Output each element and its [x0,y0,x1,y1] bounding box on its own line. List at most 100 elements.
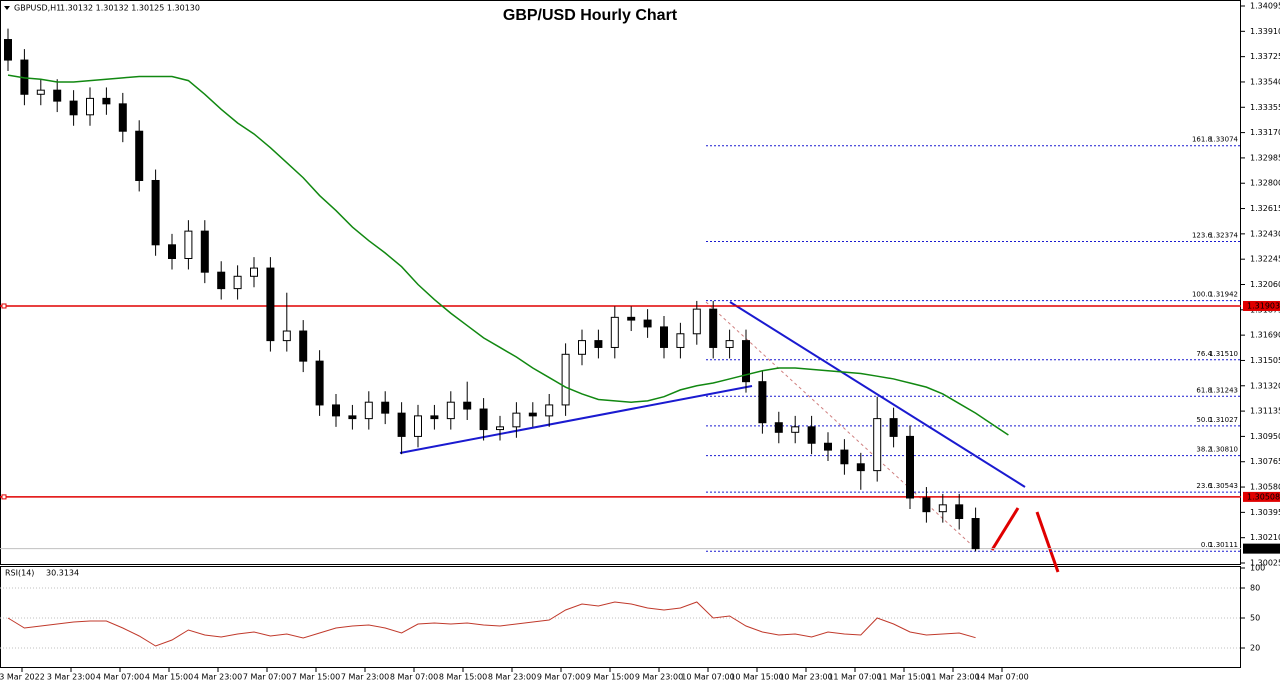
fib-ratio: 50.0 [1196,416,1212,424]
chart-title: GBP/USD Hourly Chart [503,7,678,24]
candle-body [545,404,554,417]
level-marker [1,303,7,309]
moving-average [7,74,1009,436]
y-tick-label: 1.32800 [1250,179,1280,188]
ohlc: 1.30132 1.30132 1.30125 1.30130 [60,4,200,13]
candle-body [233,275,242,290]
candle-body [512,412,521,428]
y-tick-label: 1.32245 [1250,255,1280,264]
candle-body [791,426,800,433]
x-tick-label: 10 Mar 23:00 [779,673,832,682]
candle-body [709,308,718,348]
fib-ratio: 161.8 [1192,136,1212,144]
forecast-arrow [1035,511,1060,573]
y-tick-label: 1.32060 [1250,280,1280,289]
fib-ratio: 61.8 [1196,386,1212,394]
x-tick-label: 8 Mar 15:00 [439,673,487,682]
x-tick-label: 14 Mar 07:00 [975,673,1028,682]
price-box-label: 1.31903 [1247,301,1280,310]
candle-body [168,244,176,259]
y-tick-label: 1.32615 [1250,204,1280,213]
candle-body [118,103,127,132]
candle-body [299,330,308,362]
fib-ratio: 23.6 [1196,482,1212,490]
x-tick-label: 9 Mar 15:00 [586,673,634,682]
x-tick-label: 11 Mar 15:00 [877,673,930,682]
candle-body [725,340,734,348]
x-tick-label: 10 Mar 15:00 [730,673,783,682]
x-tick-label: 11 Mar 07:00 [828,673,881,682]
main-panel [0,0,1241,565]
y-tick-label: 20 [1250,644,1260,653]
candle-body [36,89,45,95]
rsi-line [7,601,976,647]
y-tick-label: 1.30765 [1250,457,1280,466]
price-box-label: 1.30508 [1247,492,1280,501]
last-price-label: 1.30130 [1247,544,1280,553]
candle-body [774,422,783,433]
candle-body [69,100,78,116]
candle-body [217,271,226,290]
y-tick-label: 1.32985 [1250,153,1280,162]
menu-triangle [4,6,10,10]
x-tick-label: 7 Mar 15:00 [292,673,340,682]
candle-body [381,401,390,414]
candle-body [840,449,849,465]
resistance-trendline [729,301,1026,488]
rsi-title: RSI(14) [5,569,34,578]
fib-ratio: 76.4 [1196,350,1212,358]
candle-body [824,442,832,451]
candle-body [315,360,324,406]
candle-body [4,39,12,61]
candle-body [561,353,570,406]
y-tick-label: 1.31690 [1250,331,1280,340]
candle-body [184,230,193,259]
y-tick-label: 80 [1250,584,1260,593]
last-price-box [1243,543,1280,554]
candle-body [528,412,537,417]
candle-body [643,319,652,328]
y-tick-label: 1.31320 [1250,381,1280,390]
candle-body [889,418,898,437]
candle-body [856,463,865,472]
candle-body [938,504,947,513]
forecast-arrow [990,507,1020,551]
x-tick-label: 8 Mar 23:00 [488,673,536,682]
fib-price: 1.31942 [1209,291,1238,299]
fib-price: 1.30810 [1209,446,1238,454]
candle-body [971,518,980,550]
fib-price: 1.30111 [1209,541,1238,549]
x-tick-label: 4 Mar 07:00 [96,673,144,682]
candle-body [627,316,636,321]
y-tick-label: 1.33170 [1250,128,1280,137]
candle-body [446,401,455,420]
candle-body [479,408,488,431]
candle-body [332,404,340,417]
x-tick-label: 4 Mar 15:00 [145,673,193,682]
x-tick-label: 11 Mar 23:00 [926,673,979,682]
x-tick-label: 9 Mar 07:00 [537,673,585,682]
candle-body [397,412,406,437]
candle-body [200,230,209,273]
y-tick-label: 100 [1250,564,1265,573]
candle-body [348,415,357,420]
x-tick-label: 7 Mar 23:00 [341,673,389,682]
y-tick-label: 1.33910 [1250,27,1280,36]
x-tick-label: 7 Mar 07:00 [243,673,291,682]
fib-price: 1.31243 [1209,386,1238,394]
y-tick-label: 1.31505 [1250,356,1280,365]
y-tick-label: 1.34095 [1250,2,1280,11]
x-tick-label: 10 Mar 07:00 [681,673,734,682]
candle-body [496,426,504,431]
level-marker [1,494,7,500]
y-tick-label: 1.30395 [1250,508,1280,517]
y-tick-label: 1.31135 [1250,407,1280,416]
x-tick-label: 3 Mar 2022 [0,673,45,682]
fib-ratio: 100.0 [1192,291,1212,299]
candle-body [135,130,144,181]
candle-body [53,89,62,102]
candle-body [250,267,258,277]
candle-body [430,415,439,420]
y-tick-label: 1.33540 [1250,77,1280,86]
fib-price: 1.31510 [1209,350,1238,358]
